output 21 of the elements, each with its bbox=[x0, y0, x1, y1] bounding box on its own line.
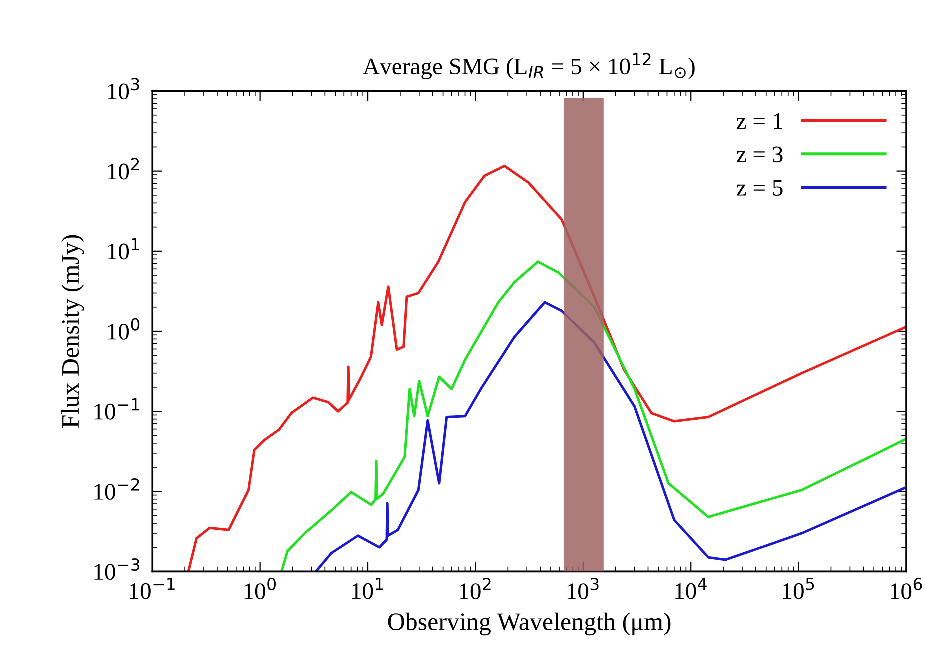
y-tick-label: 10$^{−1}$ bbox=[94, 398, 140, 420]
x-tick-label: 10$^{−1}$ bbox=[130, 578, 175, 600]
x-tick-label: 10$^{2}$ bbox=[460, 578, 491, 600]
y-tick-label: 10$^{3}$ bbox=[108, 78, 140, 100]
x-tick-label: 10$^{3}$ bbox=[568, 578, 599, 600]
chart-title: Average SMG (L$_{IR}$ = 5 × 10$^{12}$ L$_{⊙}$) bbox=[363, 53, 695, 80]
y-tick-label: 10$^{−3}$ bbox=[94, 558, 140, 580]
x-tick-label: 10$^{1}$ bbox=[352, 578, 384, 600]
y-tick-label: 10$^{0}$ bbox=[108, 318, 140, 340]
x-tick-label: 10$^{4}$ bbox=[676, 578, 707, 600]
y-tick-label: 10$^{1}$ bbox=[108, 238, 140, 260]
y-tick-label: 10$^{−2}$ bbox=[94, 478, 140, 500]
y-tick-label: 10$^{2}$ bbox=[108, 158, 140, 180]
y-axis-title: Flux Density (mJy) bbox=[62, 235, 84, 428]
x-tick-label: 10$^{5}$ bbox=[783, 578, 814, 600]
x-tick-label: 10$^{6}$ bbox=[890, 578, 922, 600]
legend-label: z = 1 bbox=[736, 113, 782, 130]
x-axis-title: Observing Wavelength (μm) bbox=[388, 612, 671, 636]
x-tick-label: 10$^{0}$ bbox=[244, 578, 276, 600]
legend-label: z = 5 bbox=[736, 180, 783, 196]
legend-label: z = 3 bbox=[736, 146, 783, 163]
